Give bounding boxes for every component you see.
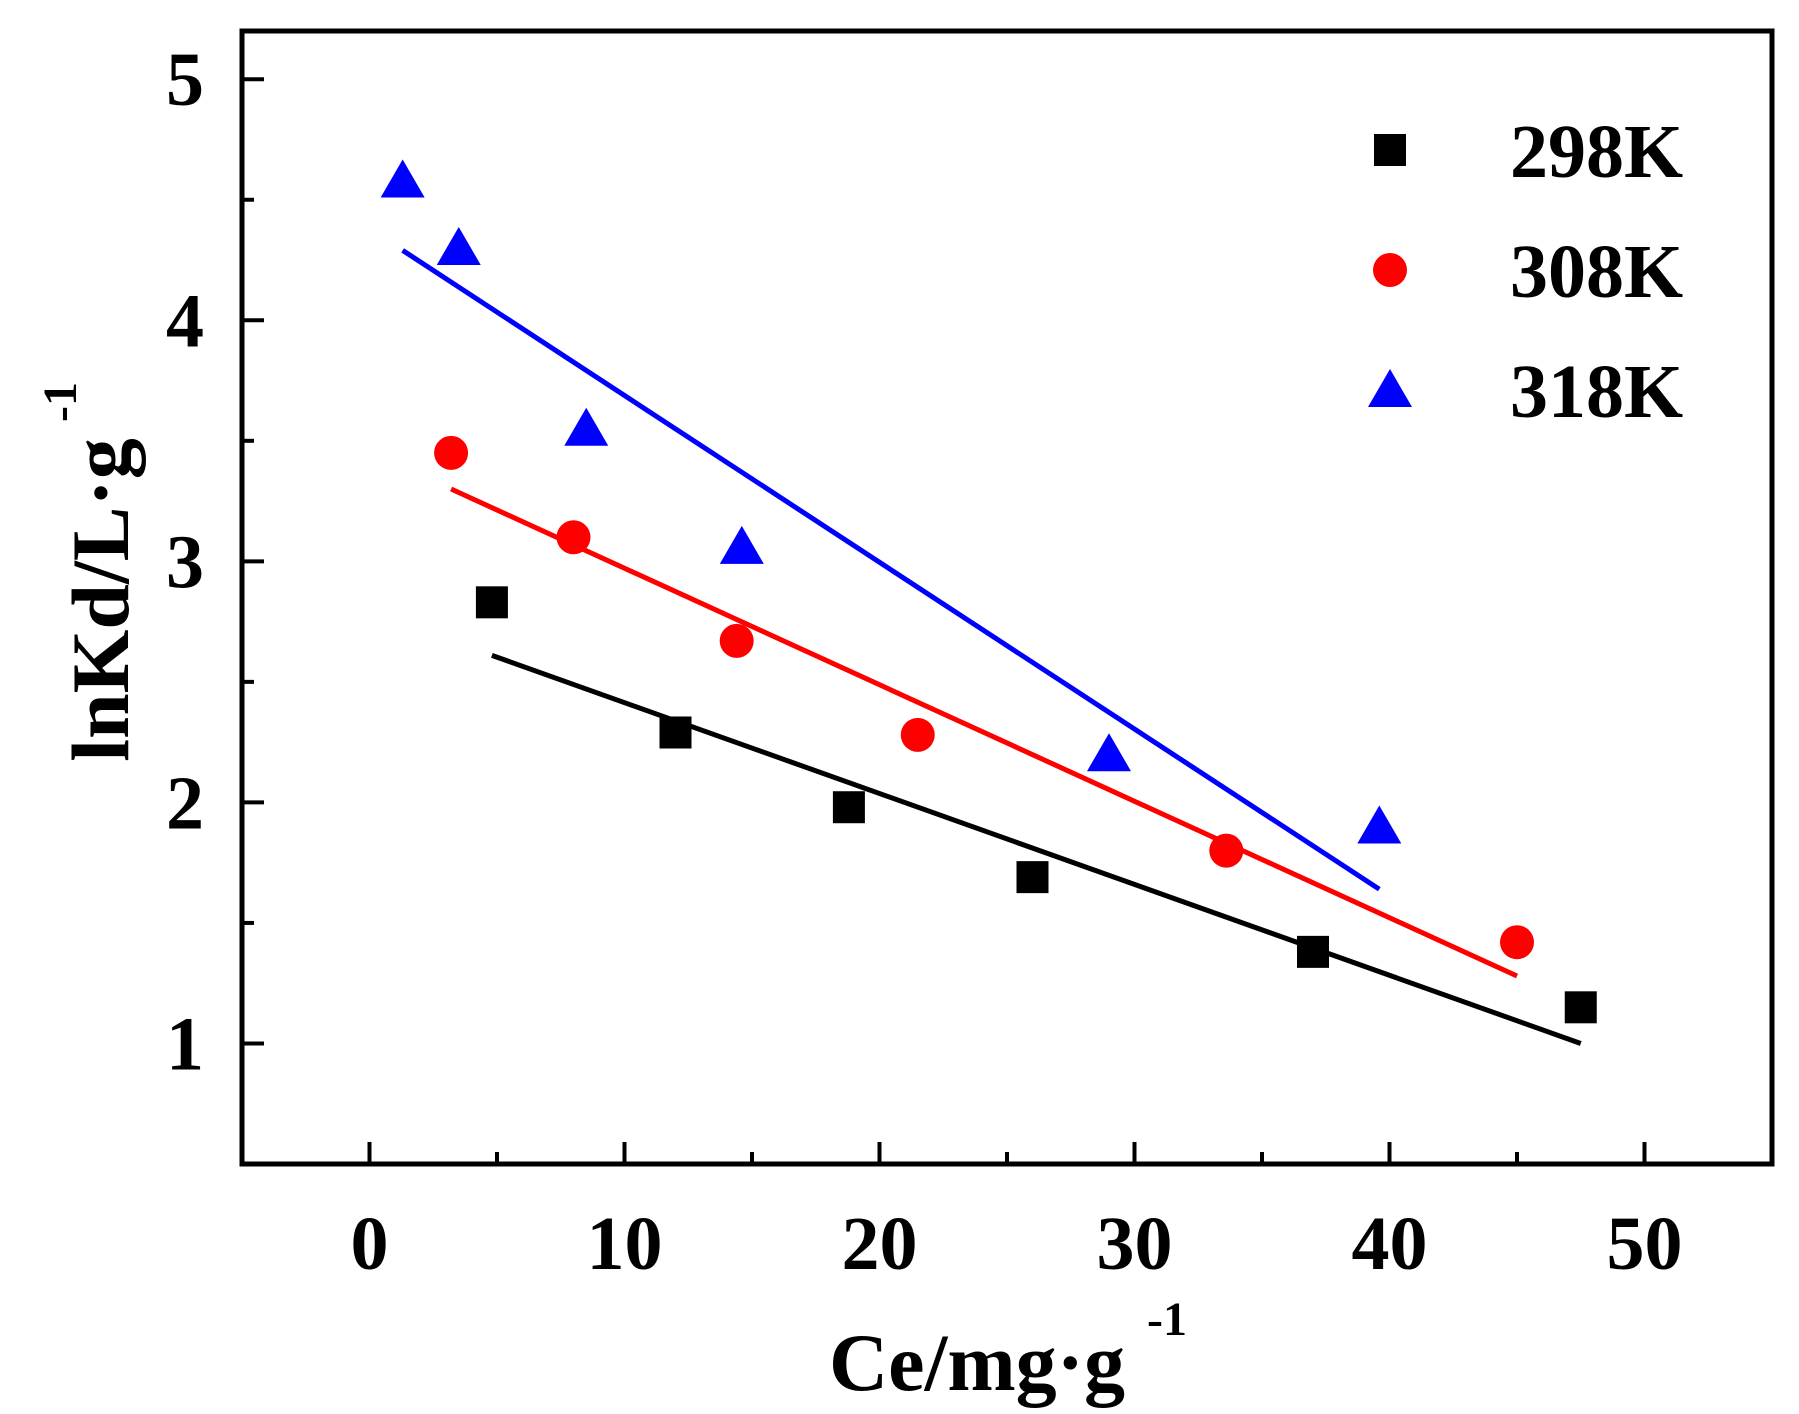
data-point-298K (832, 791, 865, 824)
y-tick-label: 4 (166, 279, 204, 363)
data-point-298K (475, 586, 508, 619)
fit-line-298K (491, 653, 1582, 1046)
x-tick-label: 10 (587, 1202, 663, 1286)
data-point-318K (436, 226, 481, 265)
legend-marker-308K (1373, 253, 1407, 287)
data-point-298K (1564, 991, 1597, 1024)
data-point-318K (380, 159, 425, 198)
y-axis-title-group: lnKd/L·g -1 (34, 382, 146, 762)
data-point-308K (719, 623, 754, 658)
data-point-308K (1209, 833, 1244, 868)
x-tick-label: 50 (1607, 1202, 1683, 1286)
data-points (380, 159, 1597, 1024)
data-point-308K (1500, 925, 1534, 960)
fit-line-318K (401, 248, 1381, 892)
axis-titles: Ce/mg·g -1 lnKd/L·g -1 (34, 382, 1187, 1408)
x-tick-label: 40 (1352, 1202, 1428, 1286)
y-tick-label: 3 (166, 520, 204, 604)
legend-marker-298K (1374, 134, 1406, 166)
legend: 298K 308K 318K (1368, 110, 1683, 434)
legend-label-318K: 318K (1510, 350, 1683, 434)
data-point-298K (1016, 861, 1049, 894)
y-tick-label: 5 (166, 38, 204, 122)
x-tick-label: 30 (1097, 1202, 1173, 1286)
data-point-318K (564, 407, 609, 446)
x-tick-label: 20 (842, 1202, 918, 1286)
x-axis-title-superscript: -1 (1147, 1293, 1187, 1346)
y-axis-title: lnKd/L·g (55, 438, 146, 762)
data-point-308K (434, 435, 469, 470)
legend-label-298K: 298K (1510, 110, 1683, 194)
legend-label-308K: 308K (1510, 230, 1683, 314)
data-point-298K (659, 716, 692, 749)
data-point-318K (719, 525, 764, 564)
axis-ticks: 0 10 20 30 40 50 1 2 3 4 5 (166, 38, 1683, 1286)
fit-line-308K (450, 486, 1519, 979)
data-point-298K (1297, 935, 1329, 968)
data-point-318K (1087, 733, 1131, 772)
y-tick-label: 2 (166, 761, 204, 845)
fit-lines (401, 248, 1582, 1046)
plot-frame (239, 28, 1775, 1167)
data-point-308K (900, 717, 935, 752)
data-point-308K (556, 520, 591, 555)
x-axis-title: Ce/mg·g (829, 1317, 1125, 1408)
legend-marker-318K (1368, 369, 1412, 407)
data-point-318K (1357, 805, 1402, 844)
x-tick-label: 0 (351, 1202, 389, 1286)
y-axis-title-superscript: -1 (34, 382, 87, 422)
y-tick-label: 1 (166, 1002, 204, 1086)
